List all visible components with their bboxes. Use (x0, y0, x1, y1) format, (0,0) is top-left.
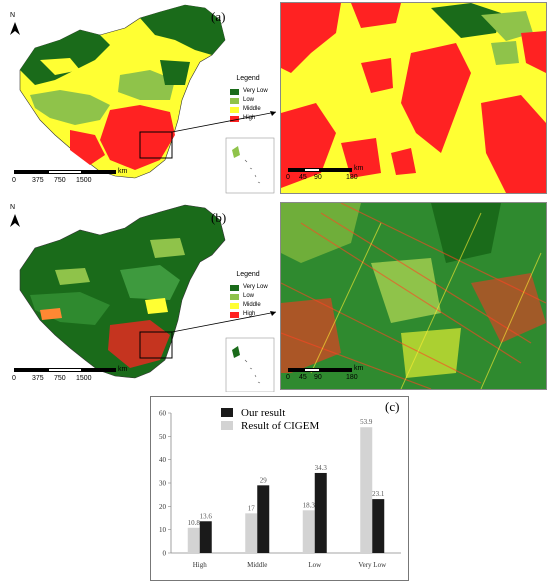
scale-bar-inset-b: 0 45 90 180 km (286, 365, 364, 381)
north-arrow-icon (10, 22, 20, 35)
y-tick-label: 30 (159, 480, 167, 488)
scale-bar-inset-a: 0 45 90 180 km (286, 165, 364, 181)
north-label-a: N (10, 12, 16, 19)
y-tick-label: 10 (159, 526, 167, 534)
legend-title: Legend (236, 271, 260, 278)
panel-label-a: (a) (211, 9, 226, 24)
legend-swatch (221, 421, 233, 430)
bar-value-label: 29 (260, 476, 268, 484)
y-tick-label: 20 (159, 503, 167, 511)
panel-b: N (b) Legend Very Low Low Middle High 0 … (0, 200, 550, 392)
inset-map-a-graphic (281, 3, 546, 193)
bar-our-result (372, 499, 385, 553)
china-map-a-graphic (19, 4, 275, 194)
scale-bar-b: 0 375 750 1500 km (12, 366, 128, 382)
y-tick-label: 50 (159, 433, 167, 441)
bar-value-label: 53.9 (360, 418, 373, 426)
bar-our-result (314, 472, 327, 553)
bar-cigem (245, 513, 258, 553)
legend-b: Legend Very Low Low Middle High (228, 270, 268, 320)
y-tick-label: 0 (163, 550, 167, 558)
china-map-b (0, 200, 275, 392)
china-map-a (0, 0, 275, 195)
north-arrow-icon (10, 214, 20, 227)
panel-label-b: (b) (211, 210, 227, 225)
bar-our-result (199, 521, 212, 553)
bar-value-label: 18.3 (303, 501, 316, 509)
north-arrow-a: N (8, 12, 22, 36)
legend-label: Our result (241, 407, 285, 419)
bar-our-result (257, 485, 270, 553)
y-tick-label: 40 (159, 456, 167, 464)
bar-cigem (360, 427, 373, 553)
bar-cigem (187, 527, 200, 553)
y-tick-label: 60 (159, 410, 167, 418)
zoom-connector-a (172, 111, 277, 133)
inset-map-b (280, 202, 547, 390)
x-tick-label: High (193, 561, 208, 569)
scale-bar-a: 0 375 750 1500 km (12, 168, 128, 184)
panel-c-chart: (c) 0 10 20 30 40 50 60 10.8 13.6 High 17 29 Middle 1… (150, 396, 409, 581)
panel-label-c: (c) (385, 399, 400, 414)
bar-value-label: 13.6 (200, 512, 213, 520)
bar-chart: 0 10 20 30 40 50 60 10.813.6 High 17 29 Middle 18.3 3… (159, 407, 401, 569)
north-label-b: N (10, 204, 16, 211)
bar-value-label: 10.8 (188, 519, 201, 527)
panel-a: N (a) Legend Very Low Low Middle High 0 … (0, 0, 550, 200)
x-tick-label: Middle (247, 561, 267, 569)
legend-swatch (221, 408, 233, 417)
china-map-b-graphic (19, 204, 275, 392)
zoom-connector-b (172, 311, 277, 333)
bar-value-label: 23.1 (372, 490, 385, 498)
x-tick-label: Very Low (358, 561, 387, 569)
bar-value-label: 17 (248, 504, 256, 512)
inset-map-a (280, 2, 547, 194)
legend-a: Legend Very Low Low Middle High (228, 74, 268, 124)
north-arrow-b: N (8, 204, 22, 228)
bar-cigem (302, 510, 315, 553)
x-tick-label: Low (308, 561, 322, 569)
inset-map-b-graphic (281, 203, 546, 389)
legend-label: Result of CIGEM (241, 420, 319, 432)
legend-title: Legend (236, 75, 260, 82)
bar-value-label: 34.3 (315, 464, 328, 472)
